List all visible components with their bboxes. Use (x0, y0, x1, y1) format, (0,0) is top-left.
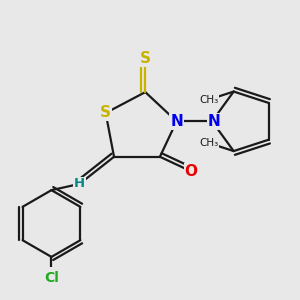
Text: O: O (185, 164, 198, 179)
Text: CH₃: CH₃ (199, 94, 218, 105)
Text: H: H (74, 177, 85, 190)
Text: N: N (170, 114, 183, 129)
Text: CH₃: CH₃ (199, 138, 218, 148)
Text: Cl: Cl (44, 271, 59, 285)
Text: S: S (140, 51, 151, 66)
Text: S: S (100, 106, 111, 121)
Text: N: N (208, 114, 220, 129)
